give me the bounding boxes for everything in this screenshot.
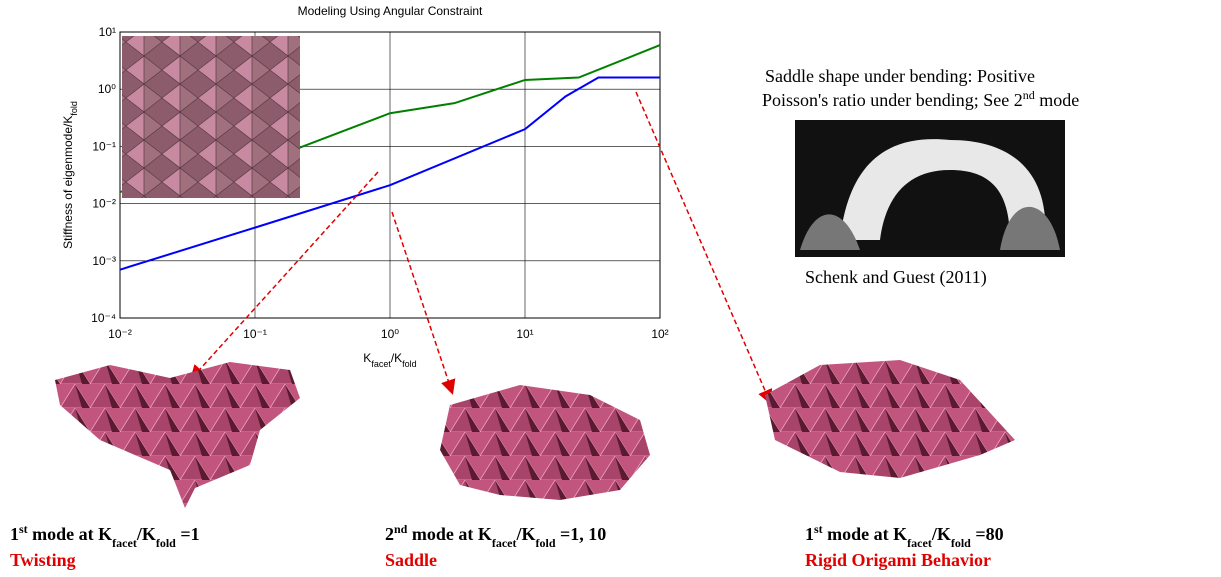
caption-part: st: [19, 522, 28, 536]
caption-part: /K: [516, 524, 536, 544]
caption-part: nd: [394, 522, 408, 536]
caption-part: facet: [492, 536, 517, 550]
caption-part: /K: [931, 524, 951, 544]
caption-label: Rigid Origami Behavior: [805, 550, 991, 570]
y-tick-label: 10¹: [99, 25, 116, 39]
note-line: Poisson's ratio under bending; See 2nd m…: [762, 88, 1079, 110]
caption: 2nd mode at Kfacet/Kfold =1, 10: [385, 522, 606, 550]
caption-label: Saddle: [385, 550, 437, 570]
y-tick-label: 10⁻²: [92, 197, 116, 211]
x-tick-label: 10²: [651, 327, 668, 341]
caption-part: st: [814, 522, 823, 536]
caption-part: mode at K: [823, 524, 908, 544]
caption-part: mode at K: [407, 524, 492, 544]
y-tick-label: 10⁻³: [92, 254, 116, 268]
caption-part: 1: [10, 524, 19, 544]
caption-part: 1: [805, 524, 814, 544]
x-label-part: /K: [391, 351, 402, 365]
x-tick-label: 10⁻¹: [243, 327, 267, 341]
y-label-part: Stiffness of eigenmode/K: [61, 116, 75, 249]
y-label-part: fold: [69, 101, 79, 116]
caption-part: =1: [176, 524, 200, 544]
origami-saddle: [440, 385, 650, 500]
x-tick-label: 10⁻²: [108, 327, 132, 341]
origami-rigid: [765, 360, 1015, 478]
note-part: mode: [1035, 90, 1080, 110]
chart-title: Modeling Using Angular Constraint: [298, 4, 483, 18]
caption: 1st mode at Kfacet/Kfold =1: [10, 522, 200, 550]
x-tick-label: 10⁰: [381, 327, 399, 341]
slide: Modeling Using Angular Constraint Kfacet…: [0, 0, 1221, 577]
note-part: Poisson's ratio under bending; See 2: [762, 90, 1023, 110]
origami-inset: [122, 36, 300, 198]
caption-part: =1, 10: [556, 524, 607, 544]
y-axis-label: Stiffness of eigenmode/Kfold: [61, 101, 79, 249]
x-axis-label: Kfacet/Kfold: [363, 351, 416, 369]
caption-part: fold: [951, 536, 971, 550]
x-label-part: fold: [402, 359, 417, 369]
caption-part: =80: [971, 524, 1004, 544]
note-line: Saddle shape under bending: Positive: [765, 66, 1035, 86]
origami-twisting: [55, 362, 300, 508]
y-tick-label: 10⁻¹: [92, 139, 116, 153]
x-label-part: facet: [371, 359, 391, 369]
caption-part: mode at K: [28, 524, 113, 544]
x-tick-label: 10¹: [516, 327, 533, 341]
caption-part: facet: [907, 536, 932, 550]
note-part: nd: [1023, 88, 1035, 102]
credit: Schenk and Guest (2011): [805, 267, 987, 288]
caption-label: Twisting: [10, 550, 76, 570]
y-tick-label: 10⁰: [98, 82, 116, 96]
caption-part: facet: [112, 536, 137, 550]
caption-part: 2: [385, 524, 394, 544]
caption-part: fold: [536, 536, 556, 550]
x-label-part: K: [363, 351, 371, 365]
caption: 1st mode at Kfacet/Kfold =80: [805, 522, 1004, 550]
caption-part: /K: [136, 524, 156, 544]
y-tick-label: 10⁻⁴: [91, 311, 116, 325]
caption-part: fold: [156, 536, 176, 550]
